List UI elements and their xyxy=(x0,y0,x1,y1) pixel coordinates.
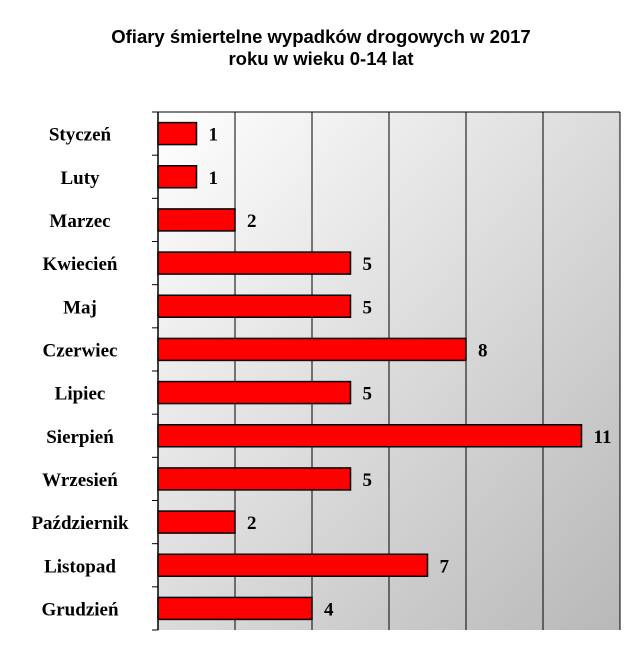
data-label-8: 5 xyxy=(363,470,373,491)
category-label-8: Wrzesień xyxy=(42,470,118,491)
data-label-7: 11 xyxy=(594,427,612,448)
bar-7 xyxy=(157,424,583,448)
bar-11 xyxy=(157,596,313,621)
data-label-0: 1 xyxy=(209,125,219,146)
category-label-9: Październik xyxy=(31,513,129,534)
category-label-6: Lipiec xyxy=(55,384,106,405)
bar-8 xyxy=(157,467,352,491)
category-label-1: Luty xyxy=(60,168,100,189)
bar-2 xyxy=(157,208,236,232)
category-label-2: Marzec xyxy=(49,211,110,232)
bar-6 xyxy=(157,380,352,405)
data-label-6: 5 xyxy=(363,384,373,405)
data-label-5: 8 xyxy=(478,340,488,361)
category-label-0: Styczeń xyxy=(49,125,112,146)
bar-1 xyxy=(157,165,198,189)
gridlines xyxy=(158,111,621,630)
bar-5 xyxy=(157,337,467,362)
data-label-9: 2 xyxy=(247,513,257,534)
data-label-4: 5 xyxy=(363,297,373,318)
bar-9 xyxy=(157,510,236,534)
category-label-4: Maj xyxy=(63,297,97,318)
bar-4 xyxy=(157,294,352,318)
data-label-3: 5 xyxy=(363,254,373,275)
bar-3 xyxy=(157,251,352,275)
category-label-5: Czerwiec xyxy=(43,340,118,361)
category-label-3: Kwiecień xyxy=(43,254,118,275)
category-label-7: Sierpień xyxy=(46,427,114,448)
chart-title-line-1: Ofiary śmiertelne wypadków drogowych w 2… xyxy=(111,26,531,47)
data-label-2: 2 xyxy=(247,211,257,232)
bar-10 xyxy=(157,553,429,577)
chart-title-line-2: roku w wieku 0-14 lat xyxy=(228,48,414,69)
bar-0 xyxy=(157,121,198,146)
data-label-1: 1 xyxy=(209,168,219,189)
data-label-10: 7 xyxy=(440,556,450,577)
category-axis: Styczeń Luty Marzec Kwiecień Maj Czerwiec Lipi… xyxy=(31,111,159,631)
chart-title: Ofiary śmiertelne wypadków drogowych w 2… xyxy=(0,26,642,70)
category-label-11: Grudzień xyxy=(41,599,118,620)
category-label-10: Listopad xyxy=(44,556,116,577)
data-label-11: 4 xyxy=(324,599,334,620)
